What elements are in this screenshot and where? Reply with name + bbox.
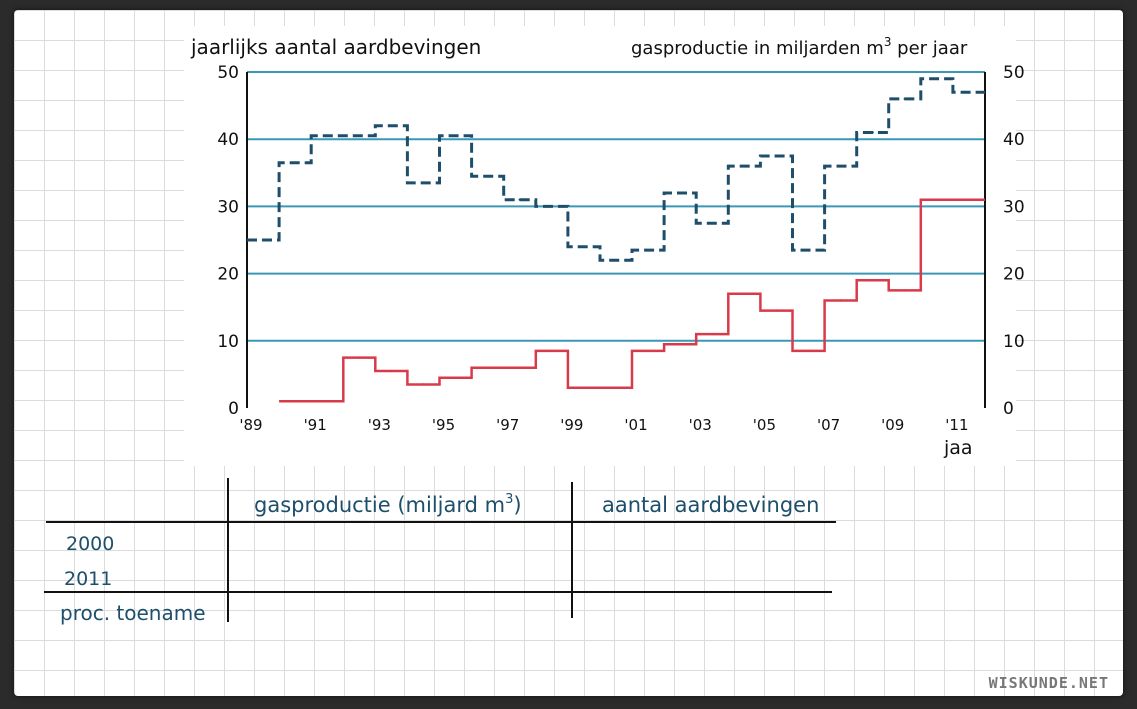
series-point-gas-2010	[935, 77, 939, 80]
x-tick-label-7: '03	[689, 416, 712, 434]
x-tick-label-1: '91	[304, 416, 327, 434]
series-point-gas-2005	[775, 154, 778, 158]
data-table: gasproductie (miljard m3) aantal aardbev…	[44, 478, 836, 625]
series-point-quakes-2008	[871, 279, 874, 282]
series-point-quakes-1993	[390, 369, 393, 373]
whiteboard: jaarlijks aantal aardbevingen gasproduct…	[14, 10, 1123, 696]
x-axis: '89 '91 '93 '95 '97 '99 '01 '03 '05 '07 '09 '11	[239, 416, 968, 434]
series-point-quakes-2010	[935, 198, 939, 201]
x-tick-label-5: '99	[560, 416, 583, 434]
chart-and-table: jaarlijks aantal aardbevingen gasproduct…	[44, 26, 1025, 625]
x-tick-label-0: '89	[239, 416, 262, 434]
series-point-quakes-1997	[518, 366, 521, 369]
table-row-label-increase: proc. toename	[60, 601, 206, 625]
x-tick-label-11: '11	[945, 416, 968, 434]
left-tick-label-50: 50	[217, 63, 239, 83]
left-tick-label-20: 20	[217, 265, 239, 285]
series-point-gas-2011	[967, 90, 971, 94]
series-point-quakes-1992	[358, 356, 361, 359]
series-point-gas-1994	[422, 181, 425, 185]
series-point-quakes-2007	[839, 299, 842, 302]
series-point-quakes-1995	[454, 376, 457, 379]
left-axis-title: jaarlijks aantal aardbevingen	[190, 35, 481, 59]
table-row-label-2011: 2011	[64, 568, 112, 590]
series-point-gas-2009	[903, 97, 906, 101]
series-point-quakes-1994	[422, 383, 425, 386]
series-point-quakes-2005	[775, 309, 778, 312]
table-row-label-2000: 2000	[66, 533, 114, 555]
right-tick-label-10: 10	[1003, 332, 1025, 352]
series-point-quakes-2002	[678, 342, 682, 346]
right-tick-label-0: 0	[1003, 399, 1014, 419]
series-point-gas-1995	[454, 134, 457, 138]
series-point-gas-2006	[807, 248, 810, 252]
gridlines	[247, 71, 985, 342]
series-point-gas-2008	[871, 131, 874, 134]
series-point-gas-2001	[646, 248, 650, 252]
series-point-gas-1998	[550, 205, 554, 208]
series-point-gas-1997	[518, 198, 521, 201]
right-tick-label-30: 30	[1003, 197, 1025, 217]
series-point-gas-2003	[711, 222, 714, 225]
series-point-gas-1990	[293, 161, 297, 164]
series-point-quakes-1998	[550, 349, 554, 353]
series-layer	[247, 77, 985, 403]
x-tick-label-8: '05	[753, 416, 776, 434]
series-point-quakes-2009	[903, 289, 906, 292]
series-point-gas-1993	[390, 124, 393, 127]
site-watermark: WISKUNDE.NET	[988, 674, 1109, 692]
left-y-axis: 0 10 20 30 40 50	[217, 63, 239, 419]
series-point-quakes-1991	[326, 400, 329, 403]
series-point-gas-1991	[326, 134, 329, 138]
left-tick-label-40: 40	[217, 130, 239, 150]
series-point-quakes-2000	[614, 386, 618, 390]
right-tick-label-40: 40	[1003, 130, 1025, 150]
series-point-gas-1992	[358, 134, 361, 138]
series-point-gas-2000	[614, 258, 618, 262]
series-point-gas-2002	[678, 191, 682, 195]
right-axis-title: gasproductie in miljarden m3 per jaar	[631, 35, 968, 59]
series-point-gas-1996	[486, 174, 489, 178]
series-point-quakes-1999	[582, 386, 586, 390]
series-point-gas-1989	[261, 238, 265, 242]
series-point-quakes-2006	[807, 349, 810, 353]
left-tick-label-0: 0	[228, 399, 239, 419]
x-tick-label-6: '01	[624, 416, 647, 434]
table-col-header-gas: gasproductie (miljard m3)	[254, 492, 522, 517]
x-tick-label-2: '93	[368, 416, 391, 434]
x-tick-label-4: '97	[496, 416, 519, 434]
series-point-quakes-1990	[293, 400, 297, 403]
chart-panel: jaarlijks aantal aardbevingen gasproduct…	[184, 26, 1025, 466]
x-axis-title: jaa	[943, 437, 973, 459]
x-tick-label-10: '09	[881, 416, 904, 434]
x-tick-label-3: '95	[432, 416, 455, 434]
series-point-quakes-1996	[486, 366, 489, 369]
series-point-quakes-2003	[711, 332, 714, 336]
series-point-quakes-2011	[967, 198, 971, 201]
series-point-gas-2004	[743, 164, 746, 168]
right-y-axis: 0 10 20 30 40 50	[1003, 63, 1025, 419]
x-tick-label-9: '07	[817, 416, 840, 434]
series-point-gas-1999	[582, 245, 586, 248]
left-tick-label-30: 30	[217, 197, 239, 217]
left-tick-label-10: 10	[217, 332, 239, 352]
table-col-header-quakes: aantal aardbevingen	[602, 493, 819, 517]
right-tick-label-20: 20	[1003, 265, 1025, 285]
right-tick-label-50: 50	[1003, 63, 1025, 83]
series-point-gas-2007	[839, 164, 842, 168]
series-point-quakes-2004	[743, 292, 746, 295]
series-point-quakes-2001	[646, 349, 650, 353]
series-line-gas	[247, 77, 985, 262]
